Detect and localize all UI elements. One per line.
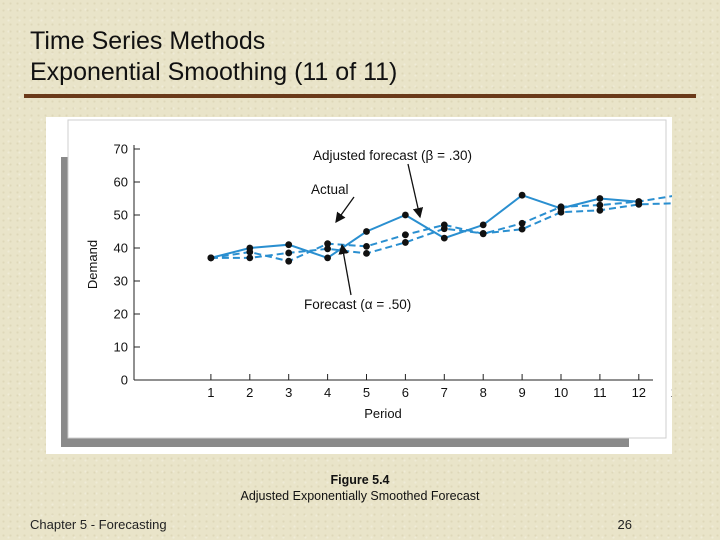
y-axis-title: Demand <box>85 240 100 289</box>
annotation-label-2: Forecast (α = .50) <box>304 297 411 312</box>
annotation-label-1: Actual <box>311 182 349 197</box>
annotation-arrow-0 <box>407 163 424 219</box>
y-tick-label: 60 <box>114 175 128 190</box>
series-2-point <box>557 203 565 211</box>
chart-series <box>207 191 672 265</box>
y-tick-label: 40 <box>114 241 128 256</box>
series-2-point <box>440 221 448 229</box>
figure-panel: 01020304050607012345678910111213PeriodDe… <box>46 117 672 454</box>
y-tick-label: 30 <box>114 274 128 289</box>
series-2-point <box>596 201 604 209</box>
annotation-arrow-2 <box>338 243 352 296</box>
figure-caption: Figure 5.4 Adjusted Exponentially Smooth… <box>0 472 720 504</box>
series-0-point <box>440 234 448 242</box>
series-2-point <box>285 257 293 265</box>
series-0-point <box>324 254 331 262</box>
series-2-point <box>518 219 526 227</box>
x-tick-label: 10 <box>554 385 568 400</box>
figure-title: Adjusted Exponentially Smoothed Forecast <box>240 489 480 503</box>
series-2-point <box>479 230 487 238</box>
series-2-point <box>402 231 409 239</box>
x-tick-label: 1 <box>207 385 214 400</box>
x-tick-label: 4 <box>324 385 331 400</box>
x-axis-title: Period <box>364 406 402 421</box>
series-line-0 <box>210 194 639 260</box>
y-tick-label: 70 <box>114 142 128 157</box>
series-0-point <box>479 221 487 229</box>
footer-page-number: 26 <box>617 517 632 532</box>
title-divider <box>24 94 696 98</box>
chart-axes: 01020304050607012345678910111213PeriodDe… <box>85 142 672 422</box>
x-tick-label: 7 <box>441 385 448 400</box>
x-tick-label: 13 <box>670 385 672 400</box>
y-tick-label: 50 <box>114 208 128 223</box>
x-tick-label: 2 <box>246 385 253 400</box>
x-tick-label: 6 <box>402 385 409 400</box>
series-0-point <box>363 228 370 235</box>
series-1-point <box>324 245 331 253</box>
series-2-point <box>363 242 370 250</box>
series-1-point <box>596 206 604 214</box>
x-tick-label: 9 <box>518 385 525 400</box>
series-2-point <box>207 254 215 262</box>
series-0-point <box>518 191 526 199</box>
x-tick-label: 5 <box>363 385 370 400</box>
figure-number: Figure 5.4 <box>330 473 390 487</box>
series-0-point <box>285 241 293 249</box>
annotation-arrow-1 <box>335 196 355 224</box>
series-2-point <box>635 198 643 205</box>
slide-title: Time Series Methods Exponential Smoothin… <box>30 26 397 88</box>
slide-title-line-2: Exponential Smoothing (11 of 11) <box>30 58 398 86</box>
footer-chapter: Chapter 5 - Forecasting <box>30 517 167 532</box>
series-2-point <box>246 248 254 256</box>
x-tick-label: 3 <box>285 385 292 400</box>
series-1-point <box>557 208 565 216</box>
series-0-point <box>596 195 604 202</box>
x-tick-label: 11 <box>593 385 607 400</box>
y-tick-label: 20 <box>114 307 128 322</box>
series-1-point <box>246 254 254 262</box>
x-tick-label: 12 <box>632 385 646 400</box>
series-2-point <box>324 240 331 248</box>
chart-frame <box>67 119 667 439</box>
annotation-label-0: Adjusted forecast (β = .30) <box>313 148 472 163</box>
y-tick-label: 0 <box>121 373 128 388</box>
x-tick-label: 8 <box>480 385 487 400</box>
series-0-point <box>402 211 409 219</box>
chart-annotations: Adjusted forecast (β = .30) Actual Forecas… <box>304 148 472 312</box>
y-tick-label: 10 <box>114 340 128 355</box>
series-1-point <box>363 249 370 257</box>
slide-title-line-1: Time Series Methods <box>30 27 266 55</box>
series-1-point <box>285 249 293 257</box>
series-1-point <box>518 225 526 233</box>
demand-line-chart: 01020304050607012345678910111213PeriodDe… <box>61 119 672 447</box>
series-1-point <box>402 239 409 246</box>
